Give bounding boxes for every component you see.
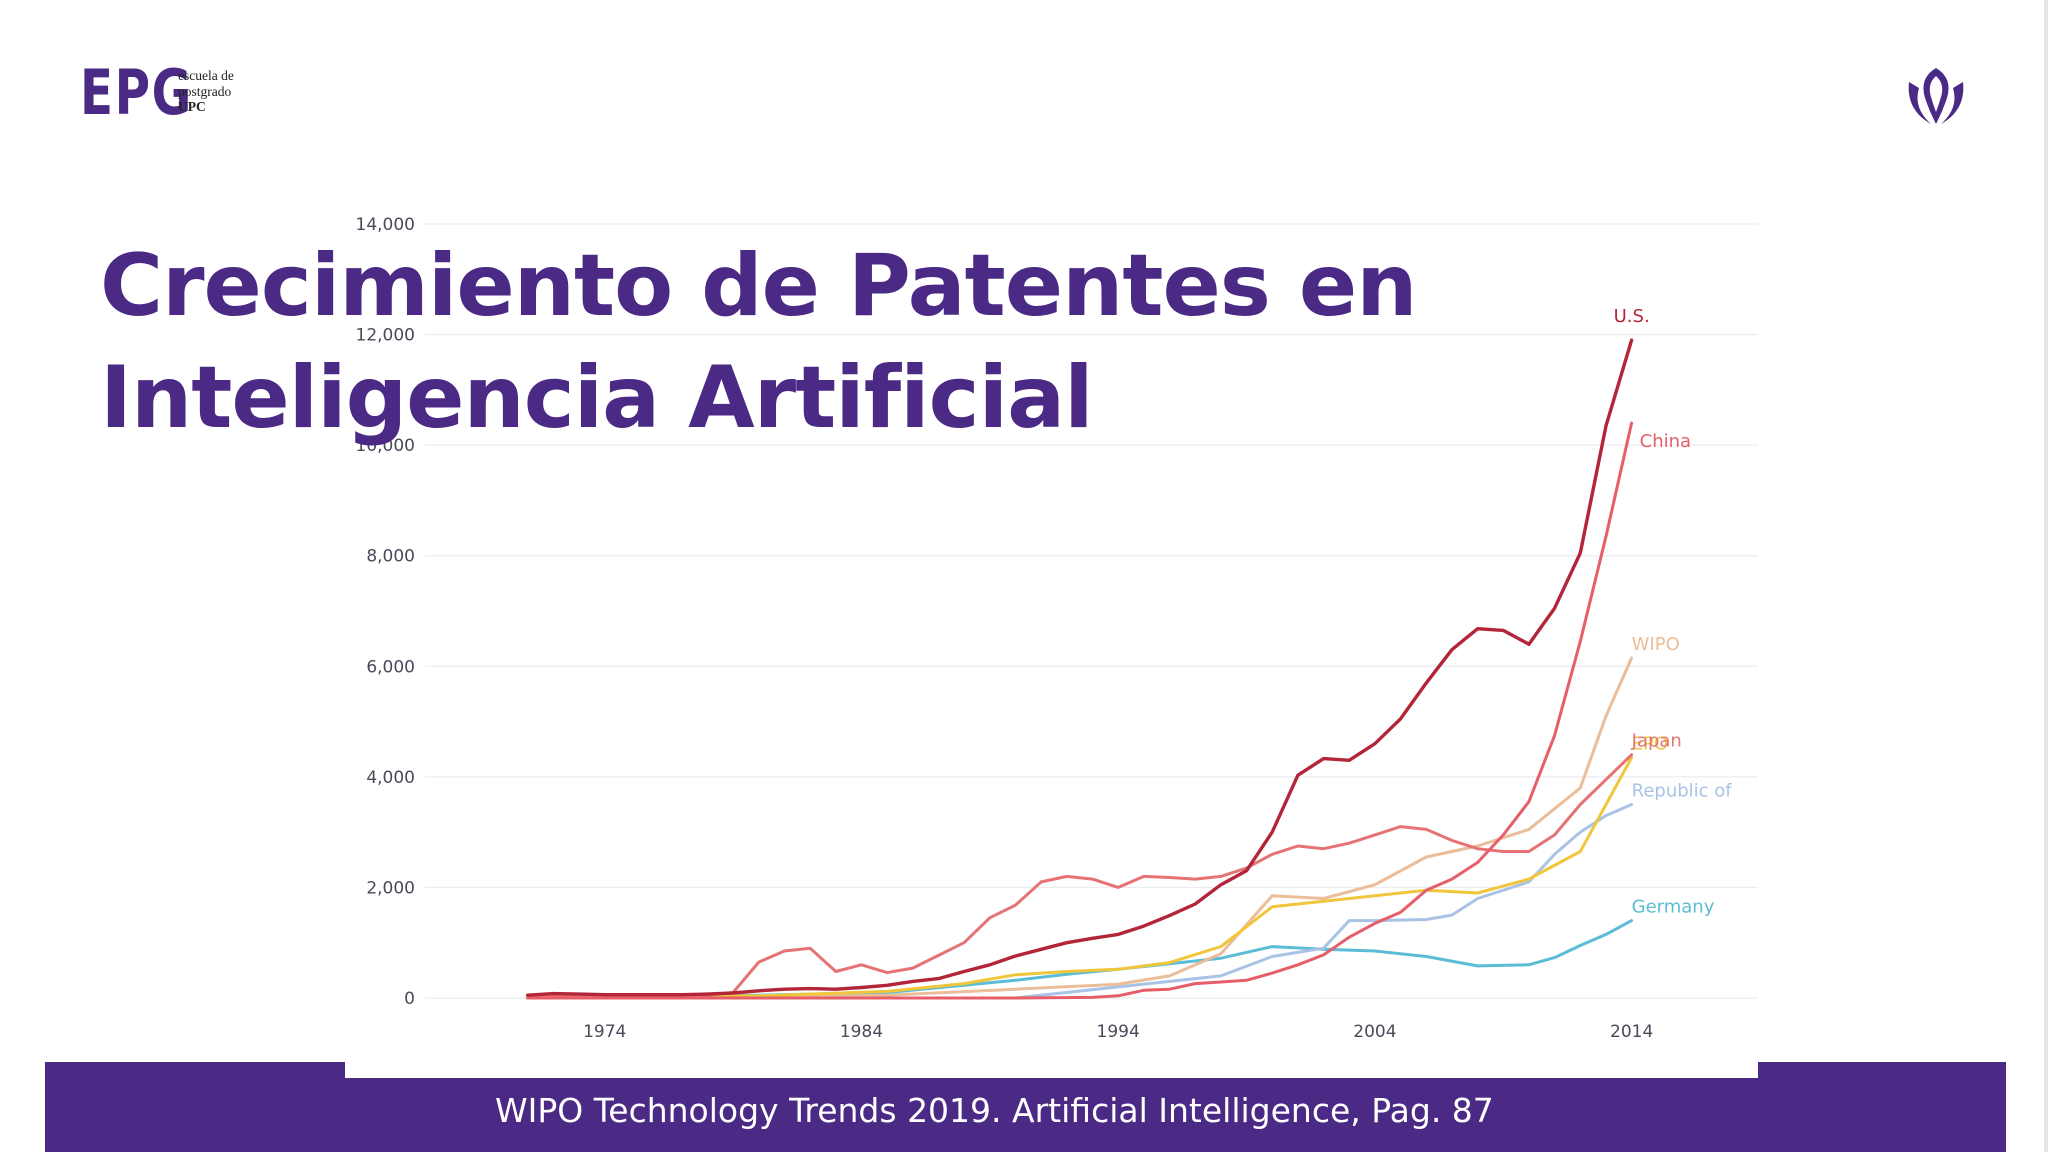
x-tick-label: 2004 (1353, 1022, 1396, 1042)
slide-title: Crecimiento de Patentes en Inteligencia … (100, 236, 1417, 448)
y-tick-label: 10,000 (356, 436, 415, 456)
footer-chart-edge (345, 1062, 1758, 1078)
x-tick-label: 2014 (1610, 1022, 1653, 1042)
series-label: China (1640, 431, 1691, 452)
x-tick-label: 1974 (583, 1022, 626, 1042)
series-label: Germany (1632, 897, 1715, 918)
series-line (525, 338, 1634, 997)
logo-text: escuela de postgrado UPC (178, 68, 234, 115)
source-citation: WIPO Technology Trends 2019. Artificial … (495, 1091, 1494, 1130)
logo-line-2: postgrado (178, 83, 232, 99)
y-tick-label: 12,000 (356, 326, 415, 346)
slide-edge (2044, 0, 2048, 1152)
series-line (526, 753, 1634, 997)
x-tick-label: 1984 (840, 1022, 883, 1042)
y-tick-label: 0 (404, 989, 415, 1009)
logo-mark: EPG (80, 56, 193, 129)
series-label: Republic of (1632, 781, 1733, 802)
series-label: WIPO (1632, 634, 1680, 655)
chart-svg: 0 2,000 4,000 6,000 8,000 10,000 12,000 14,000 1… (356, 215, 1758, 1042)
series-label: U.S. (1614, 306, 1650, 327)
upc-emblem-icon (1908, 68, 1964, 124)
y-tick-label: 14,000 (356, 215, 415, 235)
series-label: EPO (1632, 734, 1668, 755)
epg-logo: EPG escuela de postgrado UPC (80, 56, 234, 129)
y-tick-label: 8,000 (366, 547, 415, 567)
logo-line-1: escuela de (178, 68, 234, 83)
series-label: Japan (1631, 731, 1682, 752)
x-tick-label: 1994 (1097, 1022, 1140, 1042)
patent-chart: 0 2,000 4,000 6,000 8,000 10,000 12,000 14,000 1… (345, 150, 1758, 1080)
series-line (526, 756, 1634, 1000)
series-line (526, 421, 1634, 1000)
series-line (526, 919, 1634, 1000)
y-tick-label: 4,000 (366, 768, 415, 788)
series-line (526, 656, 1634, 1000)
series-line (526, 803, 1634, 1000)
y-tick-label: 6,000 (366, 657, 415, 677)
logo-line-3: UPC (178, 99, 206, 114)
y-tick-label: 2,000 (366, 878, 415, 898)
